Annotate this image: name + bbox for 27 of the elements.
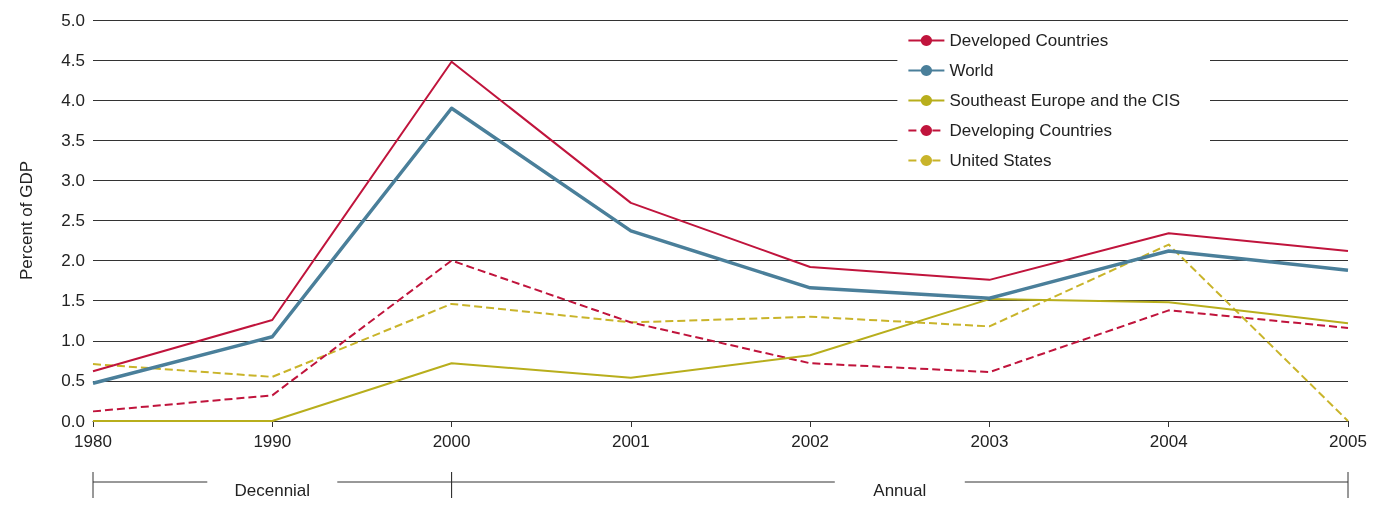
y-tick-label: 2.5 (61, 211, 85, 230)
text: Annual (873, 480, 927, 500)
y-tick-label: 0.0 (61, 411, 85, 431)
x-tick-label: 2005 (1329, 432, 1367, 451)
y-tick-label: 5.0 (61, 10, 85, 30)
y-tick-label: 1.5 (61, 291, 85, 311)
legend-label: Developing Countries (949, 121, 1112, 140)
legend-label: Developed Countries (949, 31, 1109, 50)
y-tick-label: 4.5 (61, 50, 85, 70)
y-axis-title: Percent of GDP (17, 160, 36, 281)
x-tick-label: 1980 (74, 432, 112, 451)
legend-label: World (949, 61, 994, 80)
y-tick-label: 3.0 (61, 170, 85, 190)
x-tick-label: 2004 (1149, 432, 1188, 451)
y-tick-label: 4.0 (61, 90, 85, 110)
x-tick-label: 2003 (970, 432, 1009, 451)
y-tick-label: 2.0 (61, 251, 85, 271)
y-tick-label: 3.5 (61, 130, 85, 150)
legend-label: Southeast Europe and the CIS (949, 91, 1181, 110)
y-tick-label: 0.5 (61, 371, 85, 391)
x-tick-label: 2000 (432, 432, 471, 451)
x-tick-label: 2001 (611, 432, 650, 451)
x-tick-label: 2002 (791, 432, 830, 451)
text: Decennial (234, 480, 311, 500)
x-tick-label: 1990 (253, 432, 292, 451)
legend-label: United States (949, 151, 1052, 170)
y-tick-label: 1.0 (61, 331, 85, 351)
